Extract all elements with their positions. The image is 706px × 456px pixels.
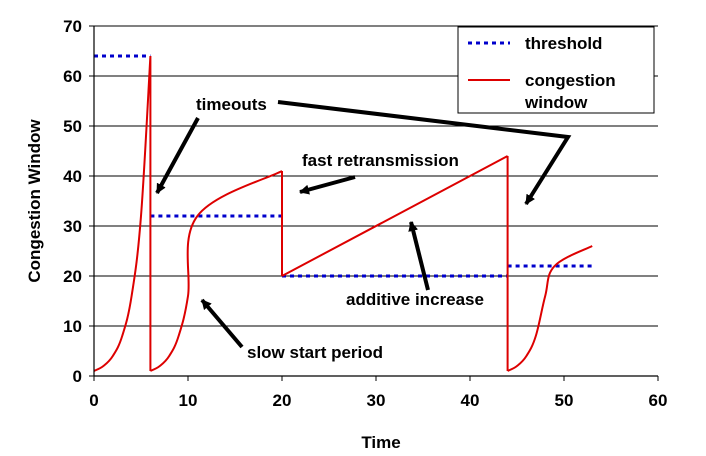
y-axis-title: Congestion Window	[25, 119, 44, 283]
x-tick-label-30: 30	[367, 391, 386, 410]
y-tick-label-60: 60	[63, 67, 82, 86]
arrow-timeouts-left	[155, 117, 200, 194]
arrow-slow-start	[200, 298, 244, 349]
legend-box	[457, 26, 655, 114]
y-tick-labels: 0 10 20 30 40 50 60 70	[63, 17, 82, 386]
x-tick-label-0: 0	[89, 391, 98, 410]
legend-congestion-label-line1: congestion	[525, 71, 616, 90]
y-tick-label-70: 70	[63, 17, 82, 36]
arrow-fast-retransmission	[299, 175, 356, 195]
x-tick-label-50: 50	[555, 391, 574, 410]
congestion-window-series	[93, 55, 593, 372]
arrow-timeouts-right	[277, 100, 572, 206]
y-tick-label-10: 10	[63, 317, 82, 336]
annotation-slow-start-period: slow start period	[247, 343, 383, 362]
congestion-window-line	[93, 55, 593, 372]
x-tick-label-20: 20	[273, 391, 292, 410]
legend-threshold-label: threshold	[525, 34, 602, 53]
x-tick-label-10: 10	[179, 391, 198, 410]
arrow-additive-increase	[408, 221, 430, 291]
threshold-series	[94, 54, 593, 278]
legend: threshold congestion window	[457, 26, 655, 114]
legend-congestion-label-line2: window	[524, 93, 588, 112]
annotations: timeouts fast retransmission additive in…	[155, 95, 572, 362]
annotation-timeouts: timeouts	[196, 95, 267, 114]
y-tick-label-40: 40	[63, 167, 82, 186]
y-tick-label-30: 30	[63, 217, 82, 236]
y-tick-label-50: 50	[63, 117, 82, 136]
x-tick-label-60: 60	[649, 391, 668, 410]
x-tick-label-40: 40	[461, 391, 480, 410]
x-tick-labels: 0 10 20 30 40 50 60	[89, 391, 667, 410]
y-tick-label-20: 20	[63, 267, 82, 286]
annotation-additive-increase: additive increase	[346, 290, 484, 309]
y-tick-label-0: 0	[73, 367, 82, 386]
x-axis-title: Time	[361, 433, 400, 452]
plot-frame	[93, 26, 658, 377]
annotation-fast-retransmission: fast retransmission	[302, 151, 459, 170]
